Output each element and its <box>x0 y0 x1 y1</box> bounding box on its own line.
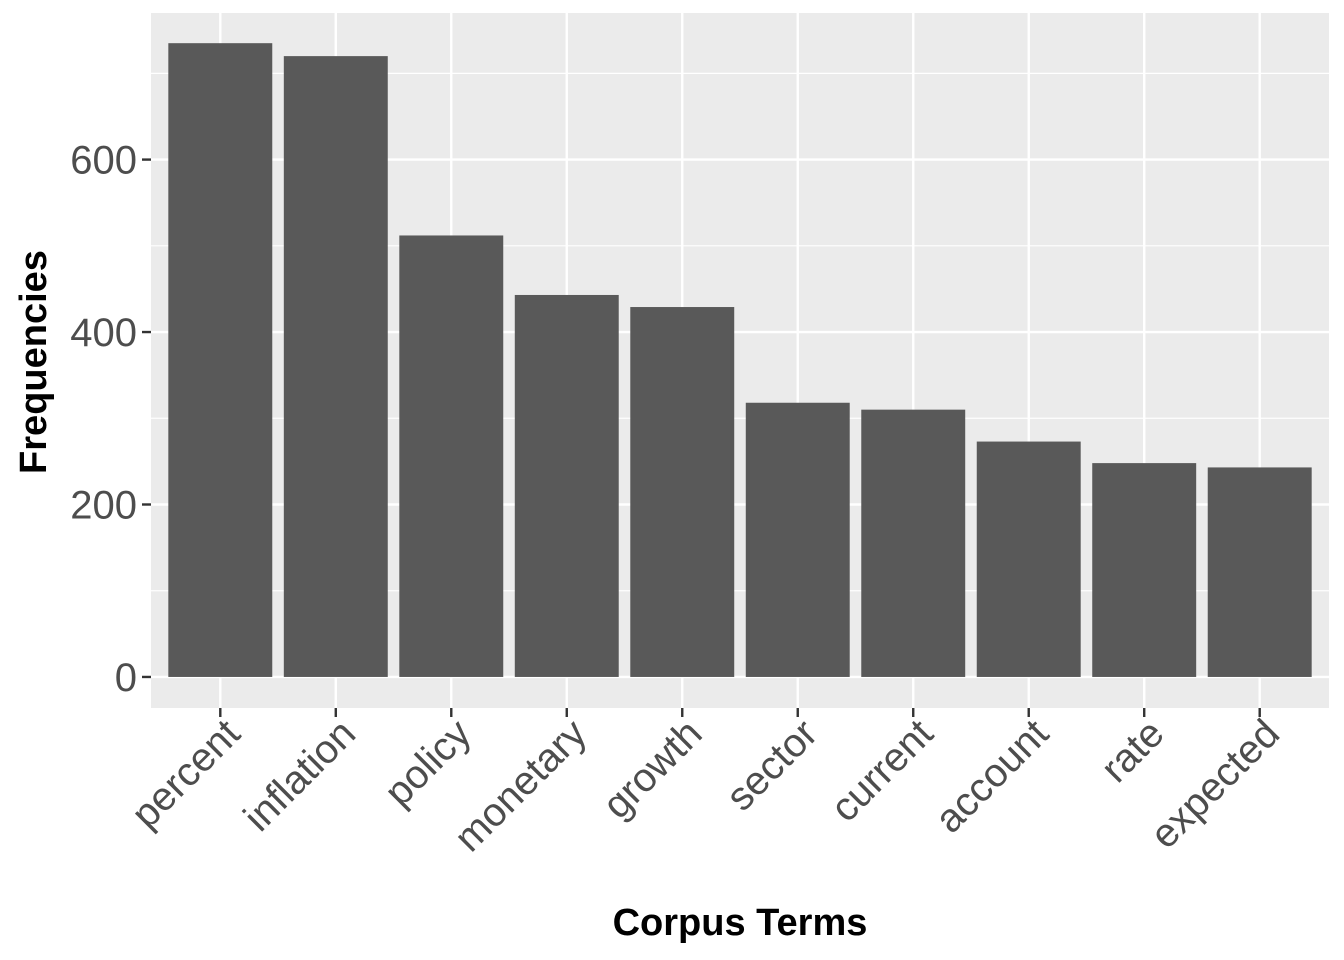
bar-monetary <box>514 294 619 677</box>
y-axis-title: Frequencies <box>13 250 55 474</box>
bar-growth <box>630 307 735 677</box>
x-tick-label: percent <box>123 711 248 836</box>
x-tick-label: expected <box>1142 711 1288 857</box>
x-tick-label: growth <box>595 711 711 827</box>
x-tick-label: rate <box>1093 711 1173 791</box>
x-tick-label: policy <box>376 711 479 814</box>
bars <box>168 43 1312 677</box>
x-tick-label: account <box>927 711 1057 841</box>
y-tick-label: 200 <box>70 484 137 528</box>
bar-account <box>976 441 1081 677</box>
x-tick-label: inflation <box>236 711 365 840</box>
y-tick-label: 0 <box>115 656 137 700</box>
y-tick-label: 400 <box>70 311 137 355</box>
bar-current <box>861 409 966 677</box>
y-axis: 0 200 400 600 <box>70 139 151 700</box>
bar-policy <box>399 235 504 677</box>
x-axis-title: Corpus Terms <box>613 902 868 944</box>
x-tick-label: current <box>822 711 941 830</box>
y-tick-label: 600 <box>70 139 137 183</box>
bar-percent <box>168 43 273 677</box>
bar-inflation <box>283 56 388 677</box>
bar-sector <box>745 402 850 677</box>
x-tick-label: sector <box>718 711 826 819</box>
bar-rate <box>1092 463 1197 677</box>
bar-expected <box>1207 467 1312 677</box>
